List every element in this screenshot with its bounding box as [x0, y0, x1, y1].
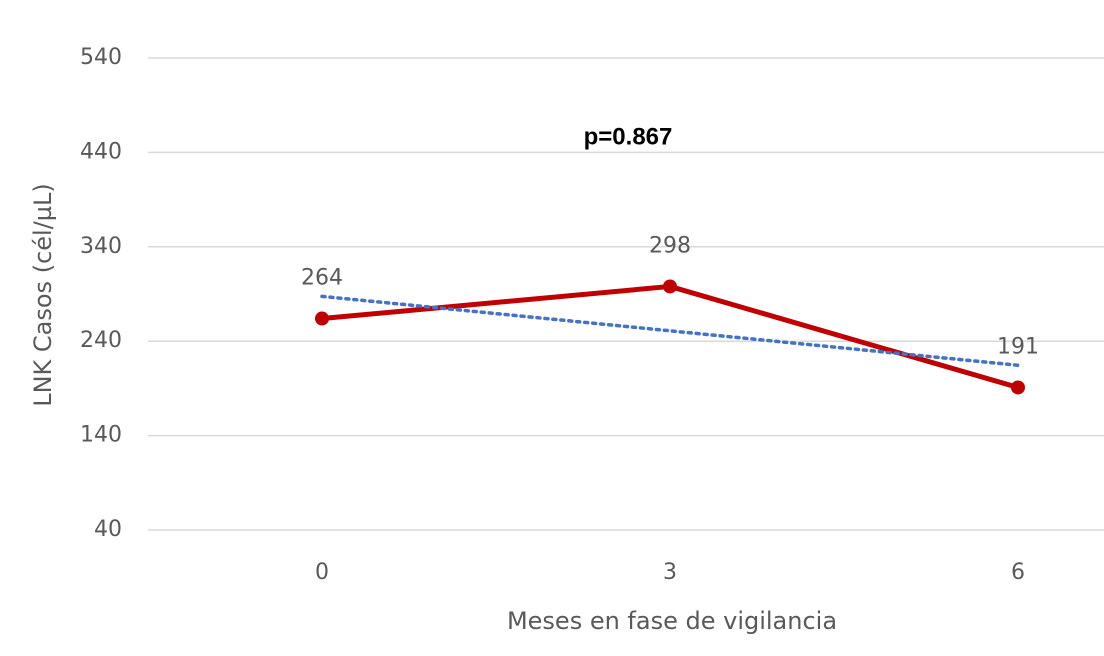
data-label: 191 [997, 334, 1039, 359]
x-axis-label: Meses en fase de vigilancia [507, 607, 837, 635]
x-tick-label: 6 [1011, 560, 1025, 585]
data-line [321, 283, 1019, 390]
data-label: 298 [649, 233, 691, 258]
y-tick-label: 340 [80, 234, 122, 259]
y-tick-label: 140 [80, 423, 122, 448]
y-axis-label: LNK Casos (cél/µL) [29, 183, 57, 407]
trendline [320, 294, 1020, 368]
annotation: p=0.867 [584, 123, 673, 150]
data-label: 264 [301, 266, 343, 291]
y-tick-label: 540 [80, 45, 122, 70]
y-tick-label: 440 [80, 139, 122, 164]
x-tick-label: 3 [663, 560, 677, 585]
data-point [315, 311, 329, 326]
y-tick-label: 40 [94, 517, 122, 542]
data-point [663, 279, 677, 294]
y-tick-label: 240 [80, 328, 122, 353]
x-tick-label: 0 [315, 560, 329, 585]
data-point [1011, 380, 1025, 395]
